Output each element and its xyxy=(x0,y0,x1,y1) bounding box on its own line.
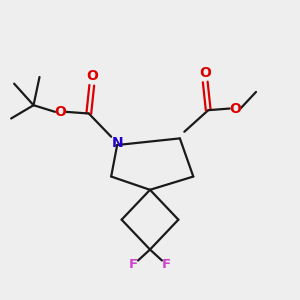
Text: F: F xyxy=(162,258,171,271)
Text: F: F xyxy=(129,258,138,271)
Text: N: N xyxy=(111,136,123,150)
Text: O: O xyxy=(55,105,66,119)
Text: O: O xyxy=(86,69,98,83)
Text: O: O xyxy=(199,66,211,80)
Text: O: O xyxy=(229,101,241,116)
